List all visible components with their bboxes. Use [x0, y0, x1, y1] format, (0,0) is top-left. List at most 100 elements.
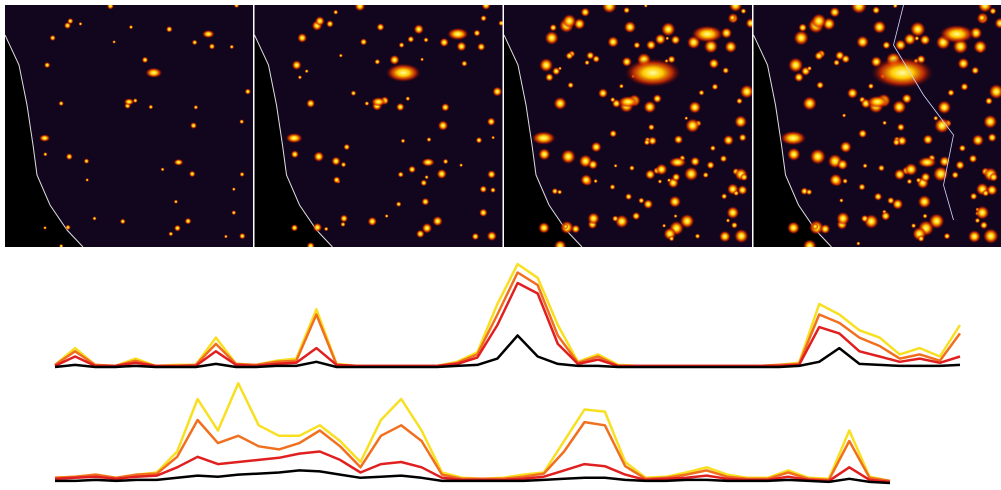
light	[232, 187, 236, 191]
light	[58, 101, 63, 106]
light	[377, 23, 385, 31]
light	[473, 29, 480, 36]
city-glow	[867, 96, 889, 108]
light	[209, 43, 215, 49]
light	[858, 129, 867, 138]
map-panel	[255, 1, 505, 251]
light	[847, 88, 858, 99]
light	[703, 172, 709, 178]
light	[983, 228, 999, 244]
light	[968, 230, 981, 243]
city-glow	[286, 133, 303, 143]
city-glow	[371, 97, 386, 106]
light	[313, 151, 324, 162]
light	[405, 96, 410, 101]
map-panels	[5, 0, 1001, 253]
light	[477, 43, 485, 51]
light	[816, 81, 824, 89]
light	[970, 193, 977, 200]
light	[812, 223, 819, 230]
light	[437, 169, 447, 179]
light	[648, 124, 655, 131]
profile-line	[55, 336, 960, 368]
light	[112, 40, 116, 44]
light	[592, 55, 600, 63]
light	[897, 123, 905, 131]
city-glow	[618, 96, 638, 108]
light	[420, 58, 424, 62]
light	[351, 90, 357, 96]
light	[239, 172, 244, 177]
light	[491, 136, 495, 140]
light	[829, 7, 840, 18]
light	[340, 214, 348, 222]
light	[545, 73, 553, 81]
light	[868, 83, 874, 89]
light	[655, 34, 666, 45]
light	[665, 36, 669, 40]
light	[567, 82, 573, 88]
light	[487, 231, 497, 241]
light	[343, 144, 350, 151]
light	[625, 193, 632, 200]
light	[629, 165, 635, 171]
city-glow	[918, 157, 937, 168]
light	[656, 164, 668, 176]
light	[456, 41, 466, 51]
light	[734, 229, 748, 243]
light	[476, 137, 483, 144]
light	[562, 14, 576, 28]
light	[975, 206, 989, 220]
light	[798, 23, 807, 32]
city-glow	[124, 98, 134, 105]
light	[192, 40, 198, 46]
light	[638, 197, 644, 203]
light	[861, 215, 869, 223]
light	[545, 31, 559, 45]
light	[193, 105, 198, 110]
light	[907, 179, 913, 185]
light	[85, 178, 89, 182]
city-glow	[421, 158, 434, 167]
light	[43, 226, 47, 230]
light	[803, 239, 817, 253]
light	[420, 179, 427, 186]
map-panel	[504, 0, 756, 252]
light	[438, 120, 448, 130]
light	[712, 83, 719, 90]
light	[407, 36, 414, 43]
light	[166, 26, 173, 33]
light	[459, 163, 463, 167]
light	[814, 51, 823, 60]
light	[690, 157, 700, 167]
light	[580, 174, 592, 186]
light	[305, 69, 309, 73]
light	[944, 233, 951, 240]
light	[588, 160, 598, 170]
light	[298, 75, 302, 79]
light	[725, 41, 737, 53]
light	[185, 218, 192, 225]
light	[480, 15, 486, 21]
city-glow	[39, 134, 50, 141]
light	[662, 224, 666, 228]
light	[960, 83, 968, 91]
light	[882, 41, 890, 49]
city-glow	[202, 30, 215, 38]
light	[368, 217, 377, 226]
light	[807, 66, 812, 71]
light	[882, 121, 887, 126]
light	[985, 97, 993, 105]
figure	[0, 0, 1001, 490]
light	[498, 20, 504, 26]
light	[721, 193, 727, 199]
light	[333, 10, 338, 15]
light	[856, 36, 869, 49]
city-glow	[780, 131, 806, 145]
light	[933, 166, 949, 182]
light	[297, 33, 307, 43]
light	[887, 197, 894, 204]
light	[863, 163, 868, 168]
light	[148, 105, 153, 110]
light	[894, 169, 906, 181]
